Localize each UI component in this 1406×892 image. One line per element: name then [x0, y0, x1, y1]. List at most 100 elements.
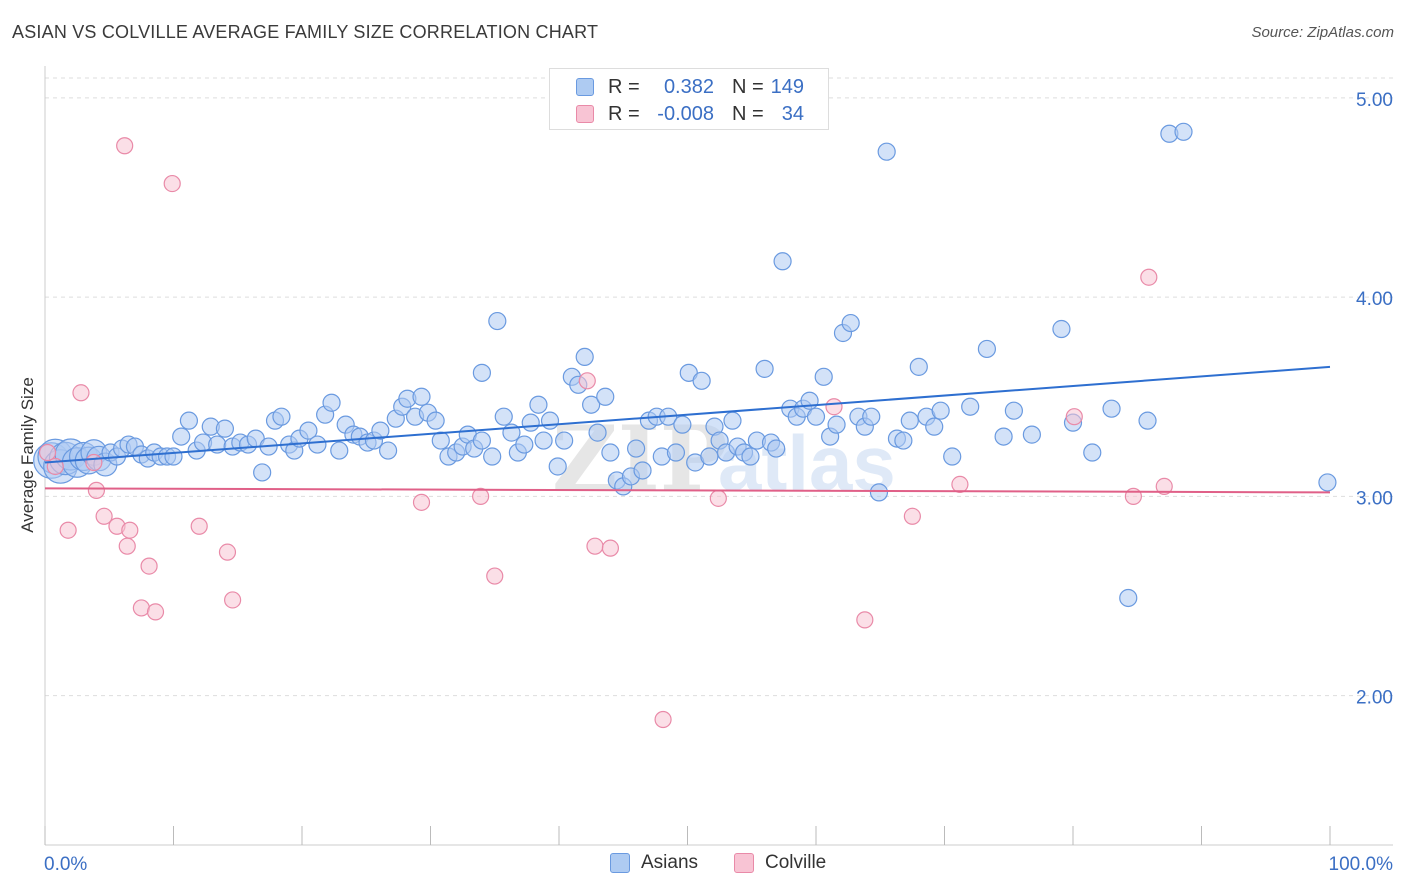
source-credit: Source: ZipAtlas.com: [1251, 24, 1394, 41]
trend-line-colville: [44, 487, 1331, 494]
point-colville: [951, 475, 969, 494]
trend-lines: [44, 365, 1331, 494]
point-asians: [931, 401, 950, 420]
point-asians: [1102, 399, 1121, 418]
point-asians: [601, 443, 620, 462]
point-asians: [673, 415, 692, 434]
point-asians: [179, 411, 199, 430]
legend-r-label: R =: [608, 76, 640, 98]
gridlines: [45, 77, 1393, 697]
point-asians: [869, 483, 889, 502]
point-asians: [164, 447, 183, 466]
point-asians: [1119, 588, 1138, 608]
point-asians: [488, 311, 507, 331]
legend-r-value: -0.008: [657, 103, 714, 125]
point-colville: [132, 599, 150, 617]
legend-n-label: N =: [732, 76, 764, 98]
legend-n-value: 149: [770, 76, 804, 98]
point-asians: [700, 447, 719, 466]
point-asians: [961, 397, 980, 416]
point-colville: [190, 517, 208, 535]
point-colville: [654, 710, 672, 729]
point-colville: [903, 507, 921, 525]
point-asians: [741, 447, 760, 466]
point-asians: [877, 142, 896, 161]
point-asians: [548, 457, 567, 476]
point-asians: [308, 435, 327, 454]
point-colville: [224, 591, 242, 609]
point-asians: [1318, 473, 1337, 492]
point-colville: [486, 567, 504, 585]
point-asians: [862, 407, 881, 426]
legend-row-colville: R = -0.008 N = 34: [550, 101, 828, 127]
point-colville: [709, 489, 727, 507]
legend-row-asians: R = 0.382 N = 149: [550, 74, 828, 100]
point-asians: [900, 411, 919, 430]
trend-line-asians: [44, 365, 1331, 464]
point-colville: [1140, 268, 1158, 286]
point-asians: [1052, 319, 1071, 339]
point-colville: [163, 174, 181, 193]
y-tick-label: 3.00: [1356, 488, 1393, 509]
x-tick-label-start: 0.0%: [44, 854, 87, 875]
point-asians: [588, 423, 607, 442]
point-asians: [827, 415, 846, 434]
legend-r-label: R =: [608, 103, 640, 125]
point-asians: [909, 357, 928, 376]
point-colville: [825, 398, 843, 416]
point-asians: [977, 339, 997, 359]
chart-title: ASIAN VS COLVILLE AVERAGE FAMILY SIZE CO…: [12, 22, 599, 42]
point-asians: [633, 461, 652, 480]
point-colville: [586, 537, 604, 555]
point-asians: [1083, 443, 1102, 462]
point-asians: [253, 463, 272, 482]
point-colville: [72, 384, 90, 402]
point-asians: [626, 439, 646, 458]
point-colville: [146, 603, 165, 621]
correlation-legend: R = 0.382 N = 149 R = -0.008 N = 34: [549, 68, 829, 130]
point-asians: [515, 435, 534, 454]
point-colville: [472, 487, 490, 505]
legend-n-value: 34: [781, 103, 804, 125]
point-asians: [472, 363, 491, 382]
series-legend-label-colville: Colville: [765, 852, 827, 873]
point-asians: [431, 431, 450, 450]
point-colville: [1065, 408, 1083, 426]
point-asians: [322, 393, 341, 412]
point-asians: [841, 313, 860, 333]
point-asians: [767, 439, 786, 458]
x-tick-label-end: 100.0%: [1329, 854, 1394, 875]
point-asians: [412, 387, 431, 406]
y-tick-label: 2.00: [1356, 688, 1393, 709]
point-asians: [299, 421, 318, 440]
legend-r-value: 0.382: [663, 76, 714, 98]
point-colville: [121, 521, 139, 539]
point-colville: [578, 372, 596, 390]
point-asians: [555, 431, 574, 450]
point-colville: [87, 481, 106, 499]
point-asians: [1174, 122, 1193, 141]
point-asians: [806, 407, 826, 426]
point-asians: [596, 387, 615, 406]
series-asians-points: [33, 122, 1337, 608]
legend-swatch-colville: [576, 105, 594, 123]
point-asians: [534, 431, 553, 450]
point-asians: [215, 419, 234, 438]
point-asians: [1004, 401, 1023, 420]
point-asians: [943, 447, 962, 466]
point-asians: [483, 447, 502, 466]
point-asians: [1022, 425, 1041, 444]
point-asians: [575, 347, 594, 367]
point-asians: [994, 427, 1013, 446]
series-legend-label-asians: Asians: [641, 852, 699, 873]
point-asians: [814, 367, 833, 386]
point-asians: [692, 371, 711, 390]
point-colville: [38, 443, 57, 462]
point-colville: [601, 539, 620, 557]
point-colville: [218, 543, 237, 561]
point-asians: [894, 431, 913, 450]
point-asians: [521, 413, 540, 432]
point-asians: [540, 411, 560, 430]
legend-n-label: N =: [732, 103, 764, 125]
point-asians: [426, 411, 445, 430]
